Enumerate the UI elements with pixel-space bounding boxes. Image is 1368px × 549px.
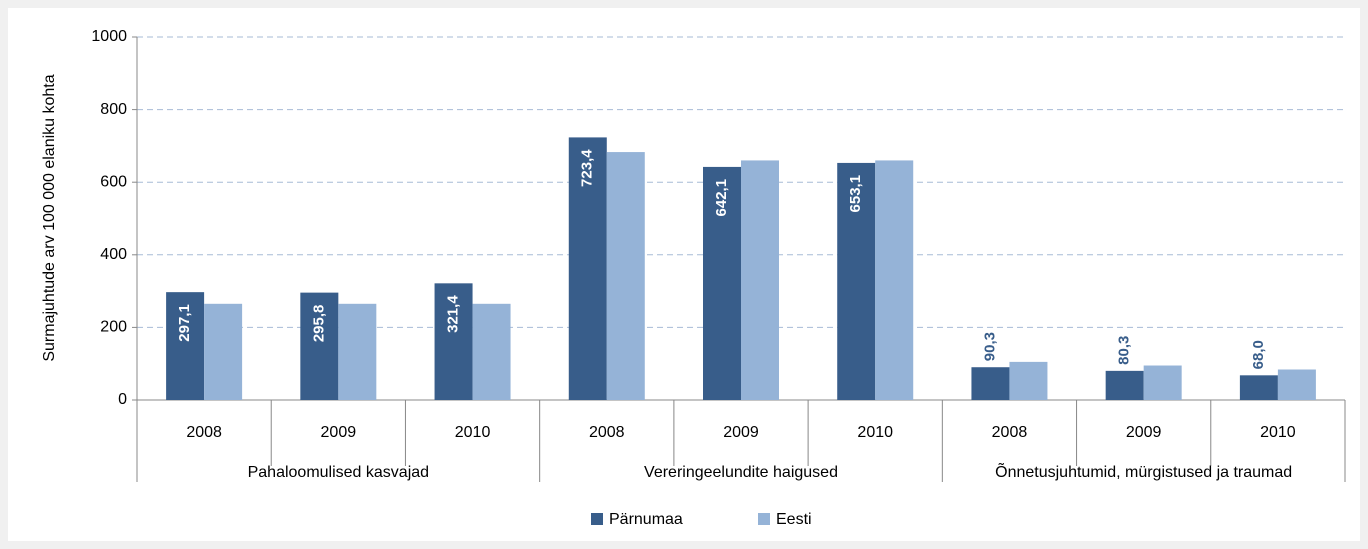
bar (837, 162, 876, 400)
x-tick-label: 2009 (723, 424, 759, 441)
y-tick-label: 600 (100, 173, 127, 190)
legend-label: Eesti (776, 511, 812, 528)
bar (300, 292, 339, 400)
bar (1239, 375, 1278, 400)
x-tick-label: 2008 (186, 424, 222, 441)
bar (472, 303, 511, 400)
value-label: 90,3 (981, 332, 998, 361)
bar (166, 292, 205, 400)
group-label: Vereringeelundite haigused (644, 464, 838, 481)
y-tick-label: 400 (100, 246, 127, 263)
x-tick-label: 2010 (1260, 424, 1296, 441)
legend-swatch (758, 513, 770, 525)
x-tick-label: 2009 (1126, 424, 1162, 441)
bar (703, 166, 741, 400)
group-label: Õnnetusjuhtumid, mürgistused ja traumad (995, 461, 1292, 481)
bar (741, 160, 779, 400)
bar (568, 137, 607, 400)
bar (1009, 361, 1048, 400)
bar (434, 283, 473, 400)
x-tick-label: 2010 (857, 424, 893, 441)
value-label: 295,8 (310, 305, 327, 343)
bar (1105, 370, 1144, 400)
bar (875, 160, 914, 400)
bar (338, 303, 377, 400)
value-label: 642,1 (713, 179, 730, 217)
bar (971, 367, 1010, 400)
y-axis-title: Surmajuhtude arv 100 000 elaniku kohta (41, 74, 58, 361)
bar (204, 303, 243, 400)
y-tick-label: 1000 (91, 28, 127, 45)
value-label: 68,0 (1250, 340, 1267, 369)
value-label: 321,4 (445, 295, 462, 333)
x-tick-label: 2010 (455, 424, 491, 441)
x-tick-label: 2008 (589, 424, 625, 441)
value-label: 723,4 (579, 149, 596, 187)
bar (1143, 365, 1182, 400)
y-tick-label: 0 (118, 391, 127, 408)
y-tick-label: 200 (100, 319, 127, 336)
value-label: 80,3 (1116, 336, 1133, 365)
legend-label: Pärnumaa (609, 511, 683, 528)
bar (1277, 369, 1316, 400)
value-label: 653,1 (847, 175, 864, 213)
x-tick-label: 2008 (992, 424, 1028, 441)
legend-swatch (591, 513, 603, 525)
x-tick-label: 2009 (321, 424, 357, 441)
chart-background (8, 8, 1360, 541)
y-tick-label: 800 (100, 101, 127, 118)
group-label: Pahaloomulised kasvajad (248, 464, 429, 481)
value-label: 297,1 (176, 304, 193, 342)
bar (606, 152, 645, 400)
